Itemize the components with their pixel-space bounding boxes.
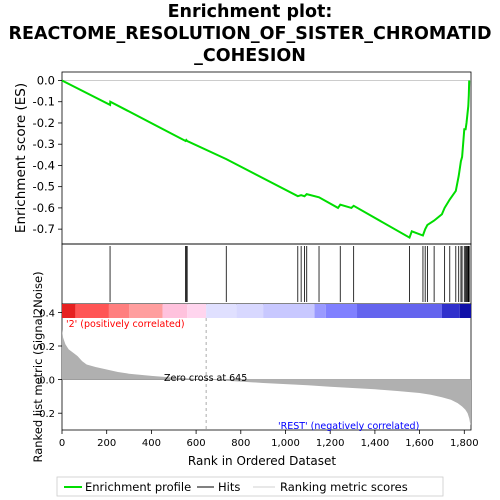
color-bar-segment	[108, 304, 130, 318]
color-bar-segment	[75, 304, 109, 318]
es-ytick-label: -0.1	[33, 95, 55, 109]
es-axis-title: Enrichment score (ES)	[13, 83, 29, 233]
color-bar-segment	[129, 304, 163, 318]
plot-title-line1: Enrichment plot:	[167, 2, 333, 22]
rank-color-bar	[62, 304, 471, 318]
pos-corr-label: '2' (positively correlated)	[66, 319, 185, 330]
es-ytick-label: 0.0	[37, 73, 55, 87]
rank-xtick-label: 1,200	[316, 438, 345, 449]
metric-ytick-label: 0.2	[39, 342, 55, 353]
legend-metric-label: Ranking metric scores	[280, 480, 408, 494]
plot-title-line2: REACTOME_RESOLUTION_OF_SISTER_CHROMATID	[8, 24, 492, 44]
rank-xtick-label: 0	[59, 438, 65, 449]
color-bar-segment	[441, 304, 460, 318]
rank-xtick-label: 200	[97, 438, 116, 449]
legend-hits-label: Hits	[218, 480, 240, 494]
es-ytick-label: -0.7	[33, 222, 55, 236]
rank-xtick-label: 1,000	[271, 438, 300, 449]
rank-xtick-label: 600	[187, 438, 206, 449]
rank-xtick-label: 400	[142, 438, 161, 449]
color-bar-segment	[187, 304, 207, 318]
color-bar-segment	[263, 304, 315, 318]
axes-layer: 0.0 -0.1 -0.2 -0.3 -0.4 -0.5 -0.6 -0.7 0.4 0.2 0.0…	[33, 73, 479, 449]
neg-corr-label: 'REST' (negatively correlated)	[278, 421, 419, 432]
color-bar-segment	[357, 304, 442, 318]
metric-layer	[62, 318, 471, 430]
es-layer	[61, 79, 471, 240]
rank-xtick-label: 1,800	[450, 438, 479, 449]
color-bar-segment	[162, 304, 188, 318]
metric-ytick-label: 0.0	[39, 376, 55, 387]
rank-axis-title: Rank in Ordered Dataset	[188, 454, 336, 468]
es-panel-frame	[61, 71, 472, 245]
legend-es-label: Enrichment profile	[85, 480, 191, 494]
color-bar-segment	[206, 304, 237, 318]
color-bar-segment	[325, 304, 358, 318]
color-bar-segment	[314, 304, 326, 318]
es-ytick-label: -0.3	[33, 137, 55, 151]
rank-xtick-label: 1,400	[361, 438, 390, 449]
color-bar-segment	[236, 304, 264, 318]
hits-layer	[109, 246, 470, 302]
metric-ytick-label: 0.4	[39, 308, 55, 319]
rank-xtick-label: 800	[231, 438, 250, 449]
es-ytick-label: -0.4	[33, 158, 55, 172]
color-bar-segment	[459, 304, 471, 318]
es-ytick-label: -0.5	[33, 180, 55, 194]
rank-xtick-label: 1,600	[405, 438, 434, 449]
metric-area	[62, 329, 471, 425]
metric-axis-title: Ranked list metric (Signal2Noise)	[31, 271, 45, 462]
legend-box	[56, 476, 444, 497]
plot-title-line3: _COHESION	[194, 46, 306, 66]
zero-cross-label: Zero cross at 645	[164, 373, 247, 384]
es-ytick-label: -0.2	[33, 116, 55, 130]
color-bar-segment	[62, 304, 76, 318]
es-profile-line	[61, 79, 471, 240]
es-ytick-label: -0.6	[33, 201, 55, 215]
metric-ytick-label: -0.2	[35, 409, 55, 420]
